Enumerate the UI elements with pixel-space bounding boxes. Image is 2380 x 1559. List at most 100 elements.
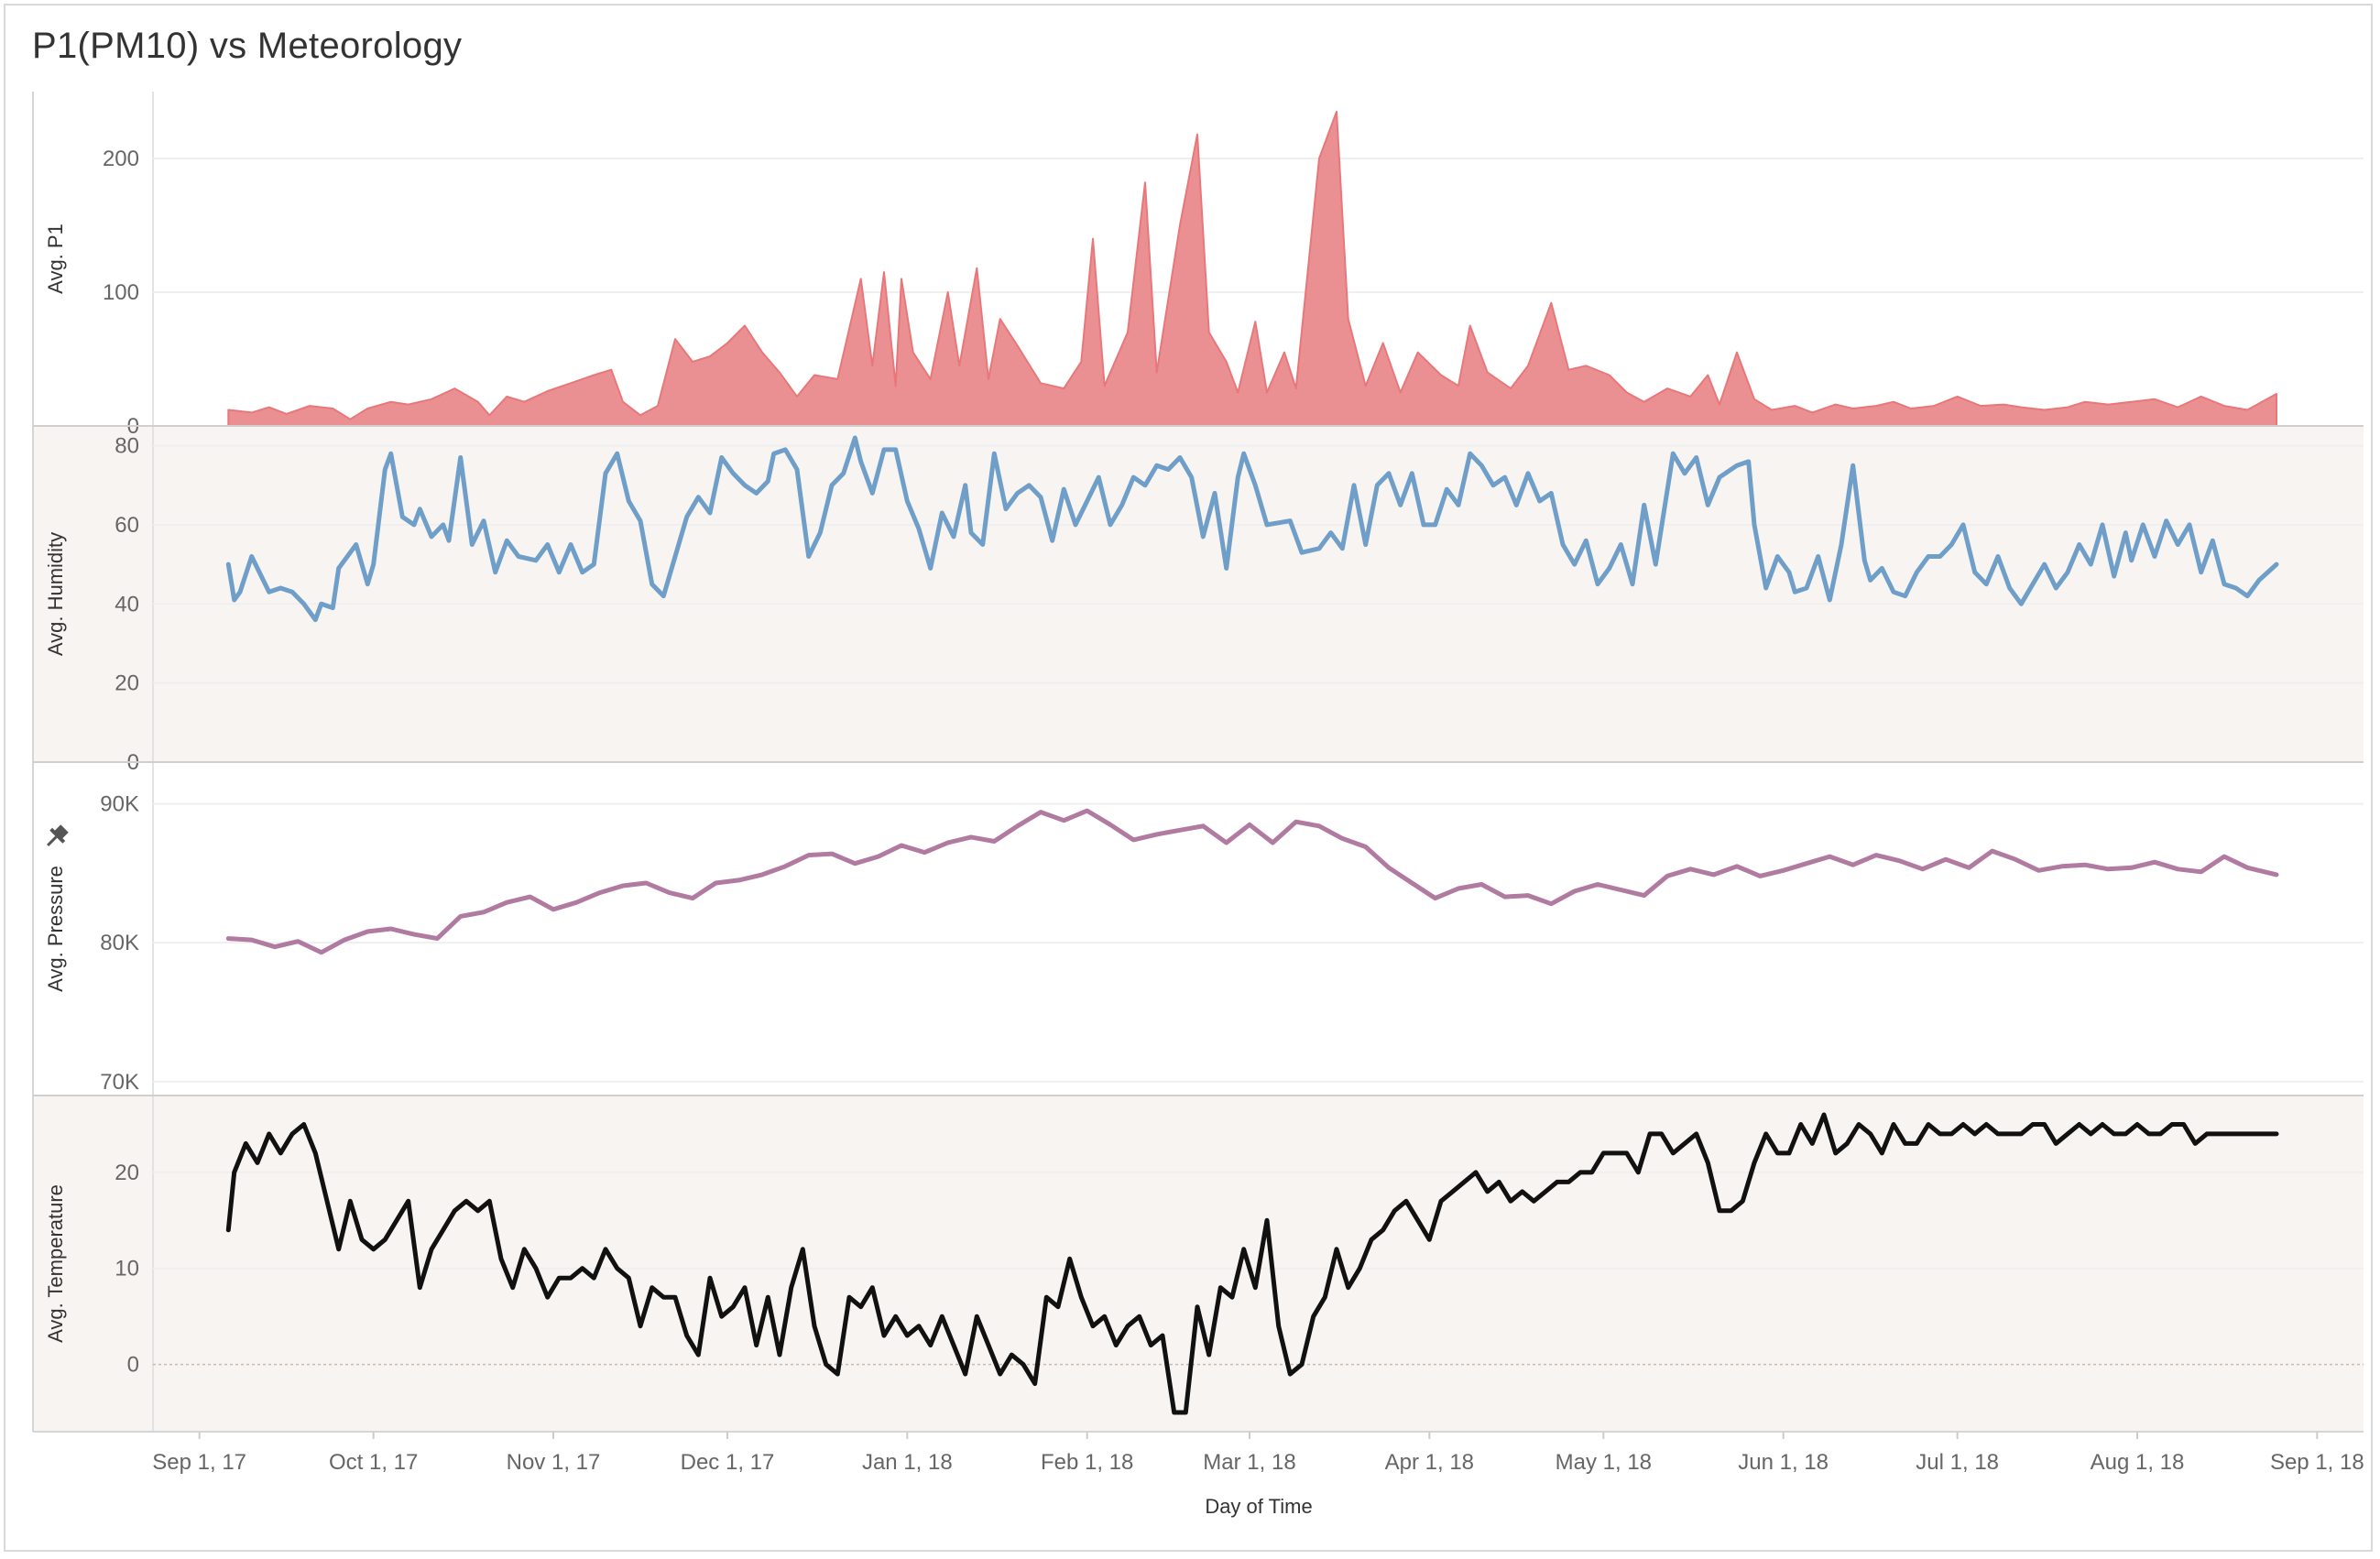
y-tick-label-1-2: 40 [115,592,139,616]
data-point-1-178 [2235,588,2236,589]
data-point-3-44 [733,1306,734,1307]
pin-icon-head [54,824,69,839]
data-point-2-12 [507,902,508,903]
data-point-1-44 [698,496,699,497]
data-point-1-38 [628,501,629,502]
data-point-0-81 [1643,401,1644,402]
data-point-1-65 [930,568,931,569]
data-point-2-67 [1783,870,1784,871]
data-point-1-4 [257,568,258,569]
data-point-3-26 [524,1248,525,1249]
data-point-3-35 [628,1278,629,1279]
data-point-1-61 [884,449,885,450]
data-point-3-110 [1499,1182,1500,1183]
data-point-1-87 [1180,457,1181,458]
data-point-1-152 [1939,556,1940,557]
data-point-0-54 [1180,225,1181,226]
data-point-3-94 [1313,1316,1314,1317]
data-point-1-176 [2212,540,2213,541]
data-point-0-60 [1267,392,1268,393]
data-point-3-165 [2137,1124,2138,1125]
data-point-0-93 [1876,406,1877,407]
data-point-0-96 [1934,406,1935,407]
chart-title: P1(PM10) vs Meteorology [32,26,463,66]
data-point-1-22 [442,524,443,525]
data-point-1-119 [1563,544,1564,545]
data-point-0-36 [895,386,896,387]
data-point-1-54 [808,556,809,557]
y-tick-label-1-4: 80 [115,434,139,459]
data-point-1-107 [1424,524,1425,525]
data-point-3-129 [1719,1210,1720,1211]
data-point-0-103 [2085,401,2086,402]
data-point-3-148 [1939,1133,1940,1134]
data-point-1-14 [367,583,368,584]
data-point-0-101 [2044,409,2045,410]
data-point-3-114 [1545,1191,1546,1192]
data-point-0-110 [2247,409,2248,410]
data-point-3-137 [1812,1143,1813,1144]
data-point-2-2 [275,946,276,947]
x-tick-label-12: Sep 1, 18 [2270,1450,2364,1475]
data-point-1-92 [1238,477,1239,478]
data-point-3-177 [2276,1133,2277,1134]
data-point-3-98 [1359,1268,1360,1269]
data-point-1-28 [507,540,508,541]
data-point-0-84 [1708,375,1709,376]
data-point-2-22 [738,879,739,880]
data-point-3-95 [1325,1297,1326,1298]
data-point-3-149 [1951,1133,1952,1134]
data-point-3-175 [2253,1133,2254,1134]
data-point-3-63 [954,1345,955,1346]
data-point-0-40 [947,292,948,293]
data-point-0-50 [1104,386,1105,387]
data-point-0-14 [507,396,508,397]
panel-background-3 [33,1096,2364,1432]
data-point-3-8 [315,1152,316,1153]
data-point-2-45 [1272,843,1273,844]
data-point-0-63 [1319,158,1320,159]
data-point-1-181 [2276,564,2277,565]
data-point-1-3 [251,556,252,557]
data-point-3-88 [1243,1248,1244,1249]
data-point-0-66 [1365,386,1366,387]
y-axis-title-3: Avg. Temperature [44,1184,67,1343]
data-point-0-73 [1487,372,1488,373]
data-point-1-147 [1882,568,1883,569]
data-point-0-51 [1128,332,1129,333]
data-point-3-99 [1371,1239,1372,1240]
data-point-3-112 [1522,1191,1523,1192]
data-point-3-21 [466,1201,467,1202]
data-point-0-56 [1208,332,1209,333]
data-point-0-15 [524,401,525,402]
data-point-1-111 [1469,453,1470,454]
data-point-1-86 [1168,469,1169,470]
data-point-0-30 [797,396,798,397]
data-point-3-103 [1417,1220,1418,1221]
data-point-3-5 [280,1152,281,1153]
data-point-1-10 [321,604,322,605]
data-point-0-6 [350,419,351,420]
data-point-1-96 [1290,520,1291,521]
data-point-3-119 [1603,1152,1604,1153]
data-point-1-172 [2166,520,2167,521]
data-point-3-101 [1394,1210,1395,1211]
data-point-0-77 [1568,369,1569,370]
data-point-0-99 [2003,404,2004,405]
data-point-3-134 [1777,1152,1778,1153]
data-point-2-13 [529,897,530,898]
data-point-1-127 [1655,564,1656,565]
data-point-2-18 [646,883,647,884]
data-point-3-41 [698,1355,699,1356]
data-point-3-76 [1104,1316,1105,1317]
data-point-3-75 [1093,1325,1094,1326]
data-point-1-30 [536,560,537,561]
data-point-0-46 [1041,383,1042,384]
data-point-3-93 [1302,1364,1303,1365]
data-point-1-60 [872,493,873,494]
data-point-3-68 [1011,1355,1012,1356]
data-point-1-81 [1110,524,1111,525]
data-point-1-164 [2079,544,2080,545]
data-point-1-97 [1302,552,1303,553]
data-point-2-0 [228,938,229,939]
